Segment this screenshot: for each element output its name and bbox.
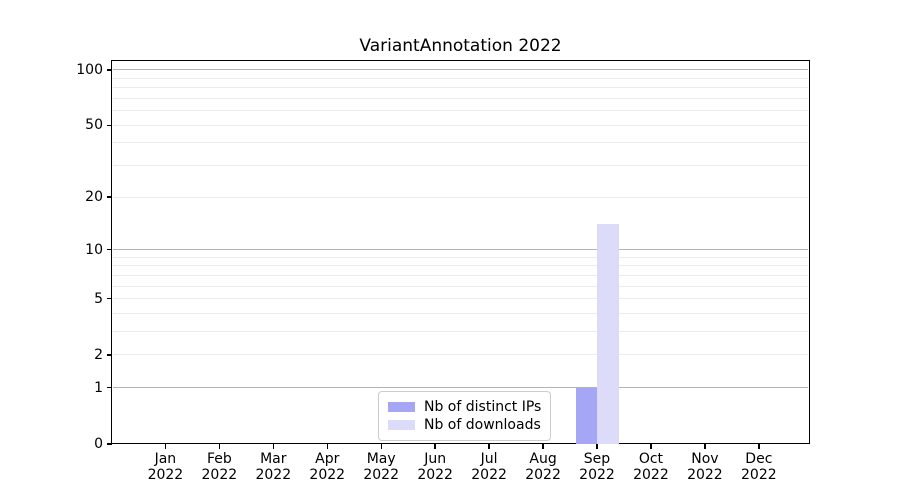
gridline-minor-2: [113, 354, 808, 356]
y-tick-label-2: 2: [94, 346, 103, 363]
legend-label-downloads: Nb of downloads: [424, 416, 541, 433]
gridline-minor-7: [113, 274, 808, 276]
x-tick-label-Mar: Mar 2022: [238, 451, 308, 483]
x-tick-label-Jul: Jul 2022: [454, 451, 524, 483]
gridline-minor-4: [113, 313, 808, 314]
x-tick-month: Sep: [583, 451, 611, 467]
x-tick-Jun: [434, 444, 436, 449]
x-tick-year: 2022: [579, 466, 615, 483]
x-tick-Feb: [218, 444, 221, 449]
gridline-minor-3: [113, 331, 808, 333]
gridline-minor-90: [113, 77, 808, 79]
plot-area: [111, 60, 810, 444]
x-tick-Dec: [758, 444, 760, 449]
y-tick-label-10: 10: [85, 241, 103, 258]
x-tick-month: Jun: [424, 451, 447, 467]
x-tick-Apr: [326, 444, 328, 449]
x-tick-month: Apr: [315, 451, 340, 467]
x-tick-year: 2022: [525, 466, 561, 483]
gridline-major-10: [113, 249, 808, 251]
x-tick-year: 2022: [363, 466, 399, 483]
x-tick-Oct: [650, 444, 652, 449]
x-tick-Jan: [164, 444, 167, 449]
gridline-minor-50: [113, 124, 808, 126]
gridline-minor-20: [113, 196, 808, 198]
y-tick-label-0: 0: [94, 436, 103, 452]
x-tick-May: [380, 444, 382, 449]
x-tick-label-Dec: Dec 2022: [724, 451, 794, 483]
x-tick-year: 2022: [417, 466, 453, 483]
legend: Nb of distinct IPs Nb of downloads: [378, 391, 552, 441]
gridline-minor-6: [113, 285, 808, 287]
gridline-minor-70: [113, 97, 808, 99]
x-tick-label-Oct: Oct 2022: [616, 451, 686, 483]
x-tick-Nov: [704, 444, 706, 449]
x-tick-year: 2022: [687, 466, 723, 483]
x-tick-month: Jan: [154, 451, 177, 467]
chart-title: VariantAnnotation 2022: [359, 36, 562, 56]
gridline-major-1: [113, 387, 808, 389]
x-tick-year: 2022: [471, 466, 507, 483]
x-tick-Jul: [488, 444, 490, 449]
y-tick-label-20: 20: [85, 189, 103, 206]
x-tick-label-May: May 2022: [346, 451, 416, 483]
y-tick-50: [107, 124, 112, 126]
x-tick-month: May: [366, 451, 396, 467]
x-tick-label-Nov: Nov 2022: [670, 451, 740, 483]
gridline-minor-8: [113, 265, 808, 267]
x-tick-year: 2022: [633, 466, 669, 483]
x-tick-year: 2022: [147, 466, 184, 483]
y-tick-0: [107, 443, 112, 445]
y-tick-label-50: 50: [85, 117, 103, 134]
x-tick-label-Aug: Aug 2022: [508, 451, 578, 483]
legend-item-downloads: Nb of downloads: [388, 416, 541, 433]
y-tick-label-5: 5: [94, 290, 103, 307]
x-tick-year: 2022: [309, 466, 346, 483]
legend-swatch-downloads: [388, 419, 415, 430]
y-tick-100: [107, 69, 112, 71]
gridline-minor-5: [113, 298, 808, 300]
x-tick-label-Jan: Jan 2022: [130, 451, 200, 483]
x-tick-year: 2022: [201, 466, 238, 483]
x-tick-label-Jun: Jun 2022: [400, 451, 470, 483]
x-tick-year: 2022: [741, 466, 777, 483]
y-tick-5: [107, 298, 112, 300]
x-tick-label-Feb: Feb 2022: [184, 451, 254, 483]
x-tick-Mar: [272, 444, 274, 449]
x-tick-Aug: [542, 444, 544, 449]
gridline-minor-60: [113, 110, 808, 112]
x-tick-month: Mar: [260, 451, 287, 467]
x-tick-label-Apr: Apr 2022: [292, 451, 362, 483]
gridline-minor-80: [113, 87, 808, 89]
x-tick-month: Nov: [691, 451, 719, 467]
x-tick-month: Oct: [638, 451, 664, 467]
legend-label-distinct-ips: Nb of distinct IPs: [424, 398, 542, 415]
bar-distinct-ips-Sep: [575, 387, 597, 444]
legend-item-distinct-ips: Nb of distinct IPs: [388, 398, 541, 415]
x-tick-month: Jul: [480, 451, 498, 467]
y-tick-20: [107, 196, 112, 198]
bar-downloads-Sep: [597, 224, 619, 444]
x-tick-year: 2022: [255, 466, 292, 483]
gridline-major-100: [113, 69, 808, 71]
x-tick-month: Aug: [529, 451, 557, 467]
x-tick-month: Dec: [745, 451, 773, 467]
y-tick-label-100: 100: [76, 61, 103, 78]
x-tick-label-Sep: Sep 2022: [562, 451, 632, 483]
gridline-minor-40: [113, 142, 808, 144]
gridline-minor-9: [113, 256, 808, 258]
legend-swatch-distinct-ips: [388, 401, 415, 412]
y-tick-label-1: 1: [94, 379, 103, 396]
y-tick-1: [107, 387, 112, 389]
y-tick-2: [107, 354, 112, 356]
gridline-minor-30: [113, 165, 808, 167]
x-tick-month: Feb: [206, 451, 232, 467]
y-tick-10: [107, 248, 112, 251]
x-tick-Sep: [596, 444, 598, 449]
